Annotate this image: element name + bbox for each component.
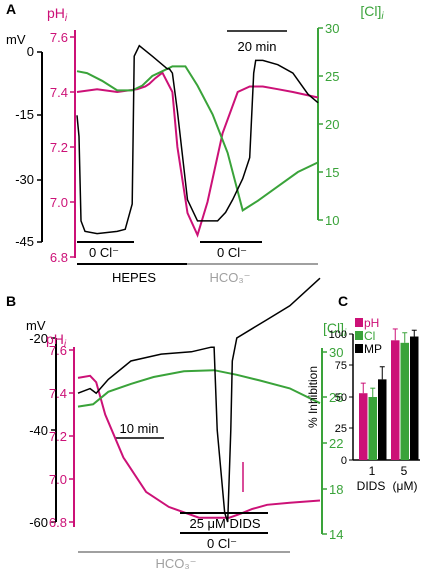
panel-a: A mV 0 -15 -30 -45 pHi 7.6 7.4 7.2 7.0 6… <box>6 1 384 285</box>
panel-b: B mV -20 -40 -60 pHi 7.6 7.4 7.2 7.0 6.8 <box>6 277 347 571</box>
legend-mp-label: MP <box>364 342 382 356</box>
a-ph-axis-ticks <box>70 36 75 258</box>
b-cl-tick-label: 18 <box>329 482 343 497</box>
a-ph-tick-label: 7.0 <box>50 195 68 210</box>
bar-mp-5 <box>410 336 419 460</box>
a-cl-axis-ticks <box>318 27 323 221</box>
b-mv-axis-ticks <box>51 337 56 523</box>
b-ph-label: pHi <box>46 331 67 350</box>
panel-b-label: B <box>6 293 16 309</box>
b-mv-tick-label: -20 <box>29 331 48 346</box>
c-y-tick-label: 50 <box>335 392 347 404</box>
c-y-tick-label: 25 <box>335 423 347 435</box>
a-cl-label: [Cl]i <box>360 3 384 22</box>
a-mv-label: mV <box>6 32 26 47</box>
b-cl-tick-label: 22 <box>329 436 343 451</box>
b-cl-axis-ticks <box>322 351 327 535</box>
a-ph-label: pHi <box>47 5 68 24</box>
panel-a-label: A <box>6 1 16 17</box>
bar-ph-5 <box>391 340 400 460</box>
c-y-tick-label: 75 <box>335 360 347 372</box>
b-mv-tick-label: -40 <box>29 423 48 438</box>
a-mv-tick-label: -45 <box>15 234 34 249</box>
a-hco3-label: HCO₃⁻ <box>209 270 250 285</box>
a-hepes-label: HEPES <box>112 270 156 285</box>
a-mv-tick-label: -30 <box>15 172 34 187</box>
a-cl-tick-label: 10 <box>325 213 339 228</box>
c-y-axis-label: % Inhibition <box>306 366 320 428</box>
b-cl-trace <box>77 369 321 408</box>
a-cl-tick-label: 20 <box>325 117 339 132</box>
c-x-tick-label: 1 <box>369 464 376 478</box>
c-legend: pH Cl MP <box>355 316 382 356</box>
c-y-axis-ticks <box>349 333 353 461</box>
c-y-tick-label: 100 <box>329 329 347 341</box>
legend-swatch-mp <box>355 344 363 353</box>
b-ph-tick-label: 7.6 <box>49 343 67 358</box>
a-ph-tick-label: 7.6 <box>50 30 68 45</box>
a-scale-bar-label: 20 min <box>237 39 276 54</box>
b-zero-cl-label: 0 Cl⁻ <box>207 536 237 551</box>
bar-ph-1 <box>359 393 368 460</box>
b-ph-tick-label: 6.8 <box>49 515 67 530</box>
b-mv-tick-label: -60 <box>29 515 48 530</box>
b-ph-tick-label: 7.2 <box>49 429 67 444</box>
panel-c-label: C <box>338 293 348 309</box>
b-scale-bar-label: 10 min <box>119 421 158 436</box>
b-dids-label: 25 μM DIDS <box>189 516 260 531</box>
b-cl-tick-label: 30 <box>329 345 343 360</box>
a-mv-axis-ticks <box>37 51 42 243</box>
c-x-axis-unit: (μM) <box>393 479 418 493</box>
legend-cl-label: Cl <box>364 329 375 343</box>
b-ph-tick-label: 7.0 <box>49 472 67 487</box>
b-cl-tick-label: 14 <box>329 527 343 542</box>
a-mv-tick-label: 0 <box>27 44 34 59</box>
a-cl-tick-label: 25 <box>325 69 339 84</box>
c-x-axis-label: DIDS <box>357 479 386 493</box>
b-hco3-label: HCO₃⁻ <box>155 556 196 571</box>
b-mv-trace <box>77 277 321 523</box>
c-bars <box>359 328 419 460</box>
a-ph-tick-label: 6.8 <box>50 250 68 265</box>
c-y-tick-label: 0 <box>341 455 347 467</box>
a-ph-trace <box>76 71 319 238</box>
a-cl-trace <box>76 65 319 212</box>
a-mv-tick-label: -15 <box>15 107 34 122</box>
bar-mp-1 <box>378 379 387 460</box>
legend-ph-label: pH <box>364 316 379 330</box>
legend-swatch-ph <box>355 318 363 327</box>
b-cl-label: [Cl]i <box>323 320 347 339</box>
c-x-tick-label: 5 <box>401 464 408 478</box>
a-ph-tick-label: 7.4 <box>50 85 68 100</box>
panel-c: C 0 25 50 75 100 % Inhibition pH Cl MP 1… <box>306 293 420 493</box>
a-ph-tick-label: 7.2 <box>50 140 68 155</box>
a-zero-cl-label-1: 0 Cl⁻ <box>89 245 119 260</box>
b-ph-tick-label: 7.4 <box>49 386 67 401</box>
a-mv-trace <box>76 44 319 235</box>
b-mv-label: mV <box>26 318 46 333</box>
b-ph-trace <box>77 374 321 519</box>
legend-swatch-cl <box>355 331 363 340</box>
a-zero-cl-label-2: 0 Cl⁻ <box>217 245 247 260</box>
bar-cl-1 <box>368 397 377 460</box>
b-ph-axis-ticks <box>69 349 74 523</box>
bar-cl-5 <box>400 342 409 460</box>
b-cl-tick-label: 26 <box>329 390 343 405</box>
a-cl-tick-label: 15 <box>325 165 339 180</box>
a-cl-tick-label: 30 <box>325 21 339 36</box>
